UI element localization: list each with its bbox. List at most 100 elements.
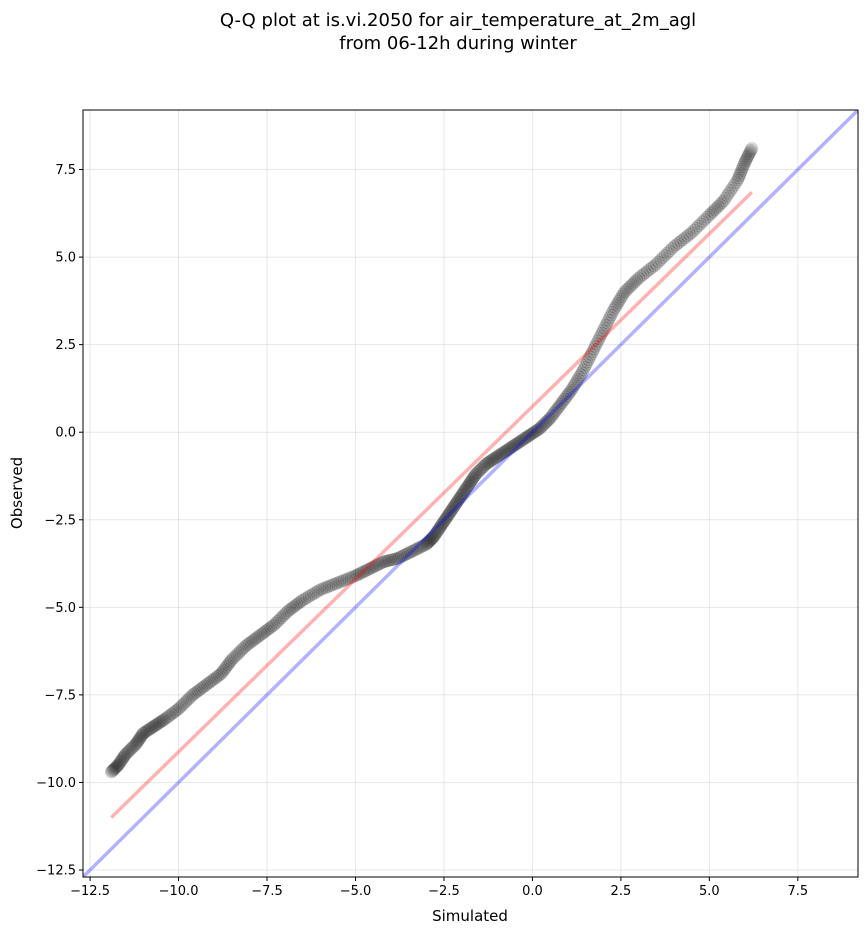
quantile-point (151, 717, 165, 731)
quantile-point (292, 596, 306, 610)
quantile-point (322, 579, 336, 593)
quantile-point (529, 424, 543, 438)
quantile-point (717, 194, 731, 208)
quantile-point (207, 672, 221, 686)
quantile-point (457, 484, 471, 498)
quantile-point (134, 729, 148, 743)
quantile-point (233, 644, 247, 658)
quantile-point (621, 282, 635, 296)
quantile-point (452, 492, 466, 506)
quantile-point (543, 411, 557, 425)
quantile-point (136, 726, 150, 740)
quantile-point (214, 667, 228, 681)
quantile-point (120, 746, 134, 760)
quantile-point (410, 542, 424, 556)
quantile-point (467, 470, 481, 484)
quantile-point (187, 687, 201, 701)
quantile-point (225, 653, 239, 667)
quantile-point (189, 685, 203, 699)
quantile-point (514, 434, 528, 448)
quantile-point (258, 624, 272, 638)
quantile-point (742, 147, 756, 161)
quantile-point (223, 655, 237, 669)
quantile-point (559, 390, 573, 404)
y-tick-label: −12.5 (36, 863, 76, 878)
quantile-point (116, 751, 130, 765)
quantile-point (732, 169, 746, 183)
quantile-point (333, 575, 347, 589)
quantile-point (186, 688, 200, 702)
quantile-point (564, 383, 578, 397)
quantile-point (193, 683, 207, 697)
quantile-point (691, 219, 705, 233)
quantile-point (486, 452, 500, 466)
quantile-point (464, 475, 477, 489)
quantile-point (274, 611, 288, 625)
quantile-point (354, 566, 368, 580)
quantile-point (743, 145, 757, 159)
quantile-point (722, 186, 736, 200)
quantile-point (582, 353, 596, 367)
quantile-point (560, 388, 574, 402)
quantile-point (599, 318, 613, 332)
quantile-point (489, 451, 503, 465)
quantile-point (311, 584, 325, 598)
quantile-point (262, 622, 276, 636)
quantile-point (464, 474, 478, 488)
quantile-point (499, 444, 513, 458)
quantile-point (455, 488, 469, 502)
quantile-point (132, 733, 146, 747)
quantile-point (485, 453, 499, 467)
quantile-point (212, 668, 226, 682)
quantile-point (479, 457, 493, 471)
quantile-point (344, 571, 358, 585)
quantile-point (152, 716, 166, 730)
quantile-point (461, 479, 475, 493)
quantile-point (403, 545, 417, 559)
quantile-point (567, 379, 581, 393)
quantile-point (562, 387, 576, 401)
quantile-point (609, 298, 623, 312)
quantile-point (427, 529, 441, 543)
quantile-point (685, 226, 699, 240)
quantile-point (531, 423, 545, 437)
quantile-point (669, 238, 683, 252)
x-tick-label: −7.5 (251, 884, 283, 899)
quantile-point (370, 558, 384, 572)
quantile-point (364, 561, 378, 575)
quantile-point (260, 623, 274, 637)
x-tick-label: 7.5 (787, 884, 808, 899)
quantile-point (663, 244, 677, 258)
quantile-point (445, 503, 459, 517)
quantile-point (590, 337, 604, 351)
quantile-point (255, 627, 269, 641)
quantile-point (497, 445, 511, 459)
quantile-point (450, 495, 464, 509)
quantile-point (424, 533, 438, 547)
quantile-point (209, 671, 223, 685)
quantile-point (356, 565, 370, 579)
quantile-point (387, 552, 401, 566)
quantile-point (416, 539, 430, 553)
quantile-point (337, 573, 351, 587)
quantile-point (456, 487, 470, 501)
quantile-point (676, 233, 690, 247)
quantile-point (335, 574, 349, 588)
quantile-point (235, 642, 249, 656)
quantile-point (607, 303, 621, 317)
quantile-point (309, 585, 323, 599)
quantile-point (283, 603, 297, 617)
quantile-point (368, 559, 382, 573)
quantile-point (118, 747, 132, 761)
quantile-point (219, 660, 233, 674)
quantile-point (110, 760, 124, 774)
quantile-point (671, 236, 685, 250)
quantile-point (228, 649, 242, 663)
quantile-point (732, 171, 746, 185)
quantile-point (625, 278, 639, 292)
x-tick-label: 0.0 (522, 884, 543, 899)
quantile-point (460, 480, 474, 494)
quantile-point (533, 422, 547, 436)
quantile-point (448, 497, 462, 511)
quantile-point (734, 164, 748, 178)
